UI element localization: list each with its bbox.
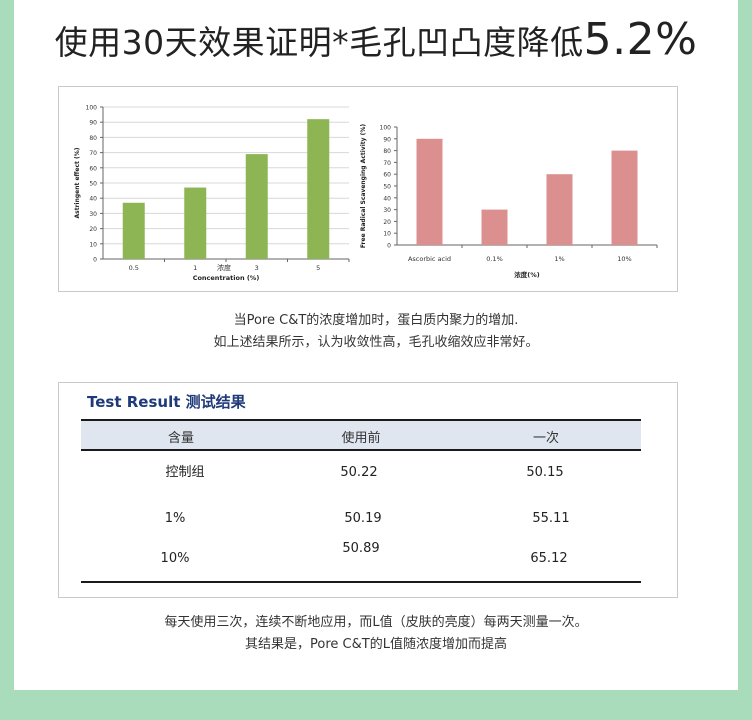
right-bar (546, 174, 573, 245)
left-ytick-label: 0 (93, 257, 97, 264)
left-ytick-label: 10 (89, 241, 97, 248)
row-2-content: 1% (164, 511, 186, 526)
right-bar (611, 150, 638, 245)
headline-text: 使用30天效果证明*毛孔凹凸度降低 (54, 23, 584, 62)
left-ytick-label: 20 (89, 226, 97, 233)
right-ytick-label: 50 (383, 184, 391, 191)
right-xtick-label: 10% (617, 255, 631, 263)
left-ytick-label: 80 (89, 135, 97, 142)
test-result-title: Test Result 测试结果 (87, 393, 246, 411)
left-xtick-label: 0.5 (129, 264, 139, 272)
left-xtick-label: 3 (255, 264, 259, 272)
right-ytick-label: 60 (383, 172, 391, 179)
table-bottom-rule (81, 581, 641, 583)
left-xlabel: Concentration (%) (193, 274, 260, 282)
right-ytick-label: 100 (380, 125, 392, 132)
right-bar (481, 209, 508, 245)
caption-bottom-line-2: 其结果是，Pore C&T的L值随浓度增加而提高 (245, 637, 507, 652)
right-xtick-label: Ascorbic acid (408, 255, 451, 263)
caption-top-line-1: 当Pore C&T的浓度增加时，蛋白质内聚力的增加. (233, 313, 519, 328)
charts-panel: 0 10 20 30 40 50 60 70 80 90 100 0.5 1 3 5 Astringent e… (58, 86, 678, 292)
left-ytick-label: 60 (89, 165, 97, 172)
caption-bottom: 每天使用三次，连续不断地应用，而L值（皮肤的亮度）每两天测量一次。 其结果是，P… (0, 612, 752, 656)
left-xtick-label: 1 (193, 264, 197, 272)
table-row: 1% 50.19 55.11 (81, 495, 641, 537)
right-ytick-label: 90 (383, 136, 391, 143)
left-ytick-label: 40 (89, 196, 97, 203)
row-2-once: 55.11 (532, 511, 570, 526)
results-table: 含量 使用前 一次 控制组 50.22 50.15 1% 50.19 55.11… (81, 419, 641, 583)
left-bar (245, 154, 268, 259)
row-1-once: 50.15 (526, 465, 564, 480)
left-bar (307, 119, 330, 259)
right-ytick-label: 20 (383, 219, 391, 226)
headline-value: 5.2% (583, 14, 698, 65)
left-ytick-label: 90 (89, 120, 97, 127)
row-3-before: 50.89 (342, 541, 380, 556)
row-3-content: 10% (160, 551, 190, 566)
right-ytick-label: 70 (383, 160, 391, 167)
table-header: 含量 使用前 一次 (81, 419, 641, 451)
left-ytick-label: 50 (89, 181, 97, 188)
right-ytick-label: 0 (387, 243, 391, 250)
right-ytick-label: 40 (383, 195, 391, 202)
caption-top: 当Pore C&T的浓度增加时，蛋白质内聚力的增加. 如上述结果所示，认为收敛性… (0, 310, 752, 354)
header-content: 含量 (167, 431, 195, 446)
caption-bottom-line-1: 每天使用三次，连续不断地应用，而L值（皮肤的亮度）每两天测量一次。 (164, 615, 588, 630)
right-ylabel: Free Radical Scavenging Activity (%) (360, 124, 367, 249)
test-result-panel: Test Result 测试结果 含量 使用前 一次 控制组 50.22 50.… (58, 382, 678, 598)
right-ytick-label: 10 (383, 231, 391, 238)
left-bar (184, 187, 207, 259)
row-2-before: 50.19 (344, 511, 382, 526)
table-row: 控制组 50.22 50.15 (81, 451, 641, 495)
left-ytick-label: 70 (89, 150, 97, 157)
right-ytick-label: 30 (383, 207, 391, 214)
left-bar (122, 202, 145, 259)
left-xtick-label: 5 (316, 264, 320, 272)
header-once: 一次 (532, 431, 560, 446)
row-1-content: 控制组 (165, 465, 205, 480)
table-row: 10% 50.89 65.12 (81, 537, 641, 581)
header-before: 使用前 (341, 431, 381, 446)
row-3-once: 65.12 (530, 551, 568, 566)
right-xtick-label: 1% (554, 255, 564, 263)
right-xlabel: 浓度(%) (514, 270, 539, 279)
left-ytick-label: 30 (89, 211, 97, 218)
row-1-before: 50.22 (340, 465, 378, 480)
left-xlabel-cn: 浓度 (217, 263, 231, 272)
right-bar (416, 138, 443, 245)
caption-top-line-2: 如上述结果所示，认为收敛性高，毛孔收缩效应非常好。 (213, 335, 539, 350)
left-ylabel: Astringent effect (%) (74, 147, 81, 218)
page-headline: 使用30天效果证明*毛孔凹凸度降低5.2% (0, 14, 752, 65)
right-ytick-label: 80 (383, 148, 391, 155)
right-xtick-label: 0.1% (486, 255, 503, 263)
left-ytick-label: 100 (86, 105, 98, 112)
